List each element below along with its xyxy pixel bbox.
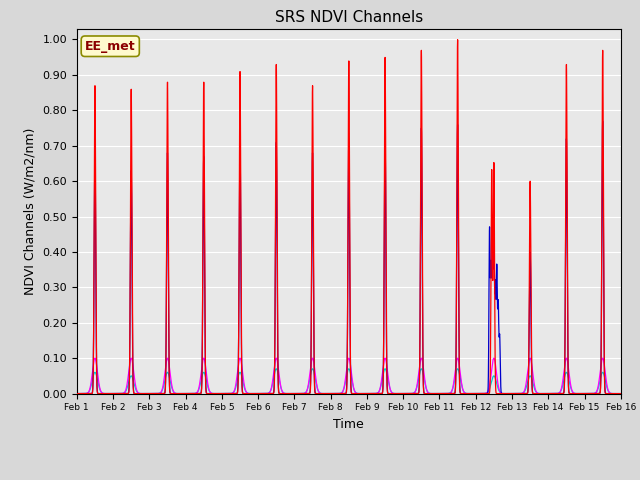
Legend: NDVI_650in, NDVI_810in, NDVI_650out, NDVI_810out: NDVI_650in, NDVI_810in, NDVI_650out, NDV…: [116, 475, 582, 480]
X-axis label: Time: Time: [333, 418, 364, 431]
Y-axis label: NDVI Channels (W/m2/nm): NDVI Channels (W/m2/nm): [24, 128, 36, 295]
Text: EE_met: EE_met: [85, 40, 136, 53]
Title: SRS NDVI Channels: SRS NDVI Channels: [275, 10, 423, 25]
